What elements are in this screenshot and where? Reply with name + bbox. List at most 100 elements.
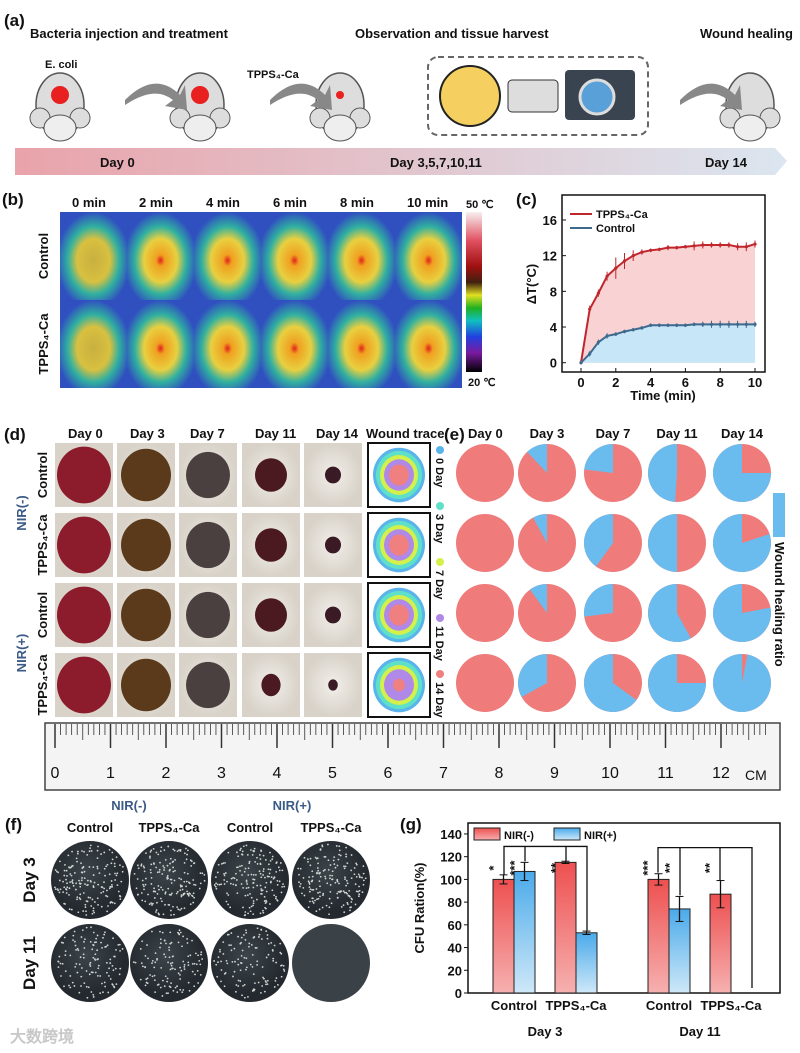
pie-healed-slice: [712, 654, 771, 712]
data-point: [657, 247, 661, 252]
bacterial-colony: [64, 903, 67, 905]
bacterial-colony: [193, 883, 195, 886]
bar-NIR(-): [554, 861, 577, 994]
bacterial-colony: [275, 862, 278, 865]
bacterial-colony: [252, 902, 255, 905]
bacterial-colony: [298, 873, 300, 876]
bacterial-colony: [156, 871, 159, 874]
bacterial-colony: [319, 891, 321, 894]
wound-area: [255, 598, 287, 632]
bacterial-colony: [55, 870, 58, 873]
bacterial-colony: [358, 875, 361, 878]
ruler-number: 8: [495, 765, 504, 782]
bacterial-colony: [106, 889, 108, 892]
bacterial-colony: [227, 851, 230, 854]
bacterial-colony: [252, 873, 255, 876]
bacterial-colony: [256, 960, 259, 963]
bacterial-colony: [170, 964, 173, 967]
bacterial-colony: [265, 881, 268, 884]
bacterial-colony: [75, 948, 77, 951]
bacterial-colony: [112, 937, 114, 940]
bacterial-colony: [243, 983, 246, 986]
bacterial-colony: [244, 911, 247, 913]
bacterial-colony: [119, 967, 122, 970]
bacterial-colony: [215, 963, 218, 966]
bacterial-colony: [333, 856, 336, 859]
bacterial-colony: [262, 874, 264, 876]
bacterial-colony: [148, 903, 151, 906]
thermal-time-label: 4 min: [206, 195, 240, 210]
bacterial-colony: [250, 849, 252, 851]
bacterial-colony: [80, 967, 83, 969]
bacterial-colony: [353, 873, 356, 876]
bacterial-colony: [325, 904, 328, 907]
bacterial-colony: [107, 975, 110, 977]
bacterial-colony: [196, 969, 199, 972]
bacterial-colony: [216, 975, 219, 978]
thermal-image: [261, 212, 328, 300]
bacterial-colony: [115, 983, 118, 986]
bacterial-colony: [109, 901, 112, 904]
bacterial-colony: [260, 876, 263, 879]
bacterial-colony: [159, 850, 162, 853]
thermal-time-label: 8 min: [340, 195, 374, 210]
bacterial-colony: [97, 845, 99, 848]
bacterial-colony: [151, 962, 153, 965]
wound-day-header: Day 7: [190, 426, 225, 441]
bacterial-colony: [74, 944, 77, 947]
bacterial-colony: [220, 883, 223, 886]
bacterial-colony: [111, 858, 114, 861]
bacterial-colony: [172, 989, 175, 992]
bacterial-colony: [139, 978, 142, 981]
y-axis-label: CFU Ration(%): [412, 863, 427, 954]
bacterial-colony: [168, 904, 171, 906]
wound-area: [186, 591, 230, 639]
bacterial-colony: [68, 893, 70, 896]
bacterial-colony: [241, 850, 244, 853]
bacterial-colony: [144, 955, 147, 957]
legend-label: TPPS₄-Ca: [596, 209, 649, 221]
bacterial-colony: [91, 948, 94, 951]
trace-legend-dot: [436, 614, 444, 622]
bacterial-colony: [217, 863, 220, 866]
bacterial-colony: [59, 888, 62, 891]
bacterial-colony: [245, 887, 248, 890]
bacterial-colony: [266, 979, 269, 982]
bacterial-colony: [247, 945, 250, 948]
bacterial-colony: [171, 961, 174, 964]
bacterial-colony: [258, 854, 261, 856]
pie-day-header: Day 11: [656, 426, 697, 441]
plate-row-label: Day 3: [20, 857, 39, 902]
wound-trace: [367, 512, 431, 578]
bacterial-colony: [58, 891, 61, 894]
bacterial-colony: [299, 867, 302, 870]
bacterial-colony: [344, 876, 346, 879]
bacterial-colony: [162, 865, 165, 867]
bacterial-colony: [271, 949, 274, 951]
bacterial-colony: [329, 884, 332, 886]
bacterial-colony: [79, 893, 82, 896]
ruler-number: 6: [384, 765, 393, 782]
bacterial-colony: [176, 890, 179, 893]
stage-healing-label: Wound healing: [700, 26, 793, 41]
bacterial-colony: [338, 849, 341, 852]
drug-label: TPPS₄-Ca: [247, 69, 300, 81]
trace-legend-label: 11 Day: [433, 626, 445, 662]
bacterial-colony: [164, 903, 166, 906]
bacterial-colony: [214, 876, 217, 879]
bacterial-colony: [107, 991, 110, 994]
bacterial-colony: [189, 859, 192, 862]
bacterial-colony: [193, 962, 196, 965]
x-tick-label: 10: [748, 375, 762, 390]
bacterial-colony: [249, 910, 252, 913]
bacterial-colony: [110, 862, 113, 865]
bacterial-colony: [257, 981, 260, 984]
bacterial-colony: [316, 898, 318, 901]
bacterial-colony: [54, 888, 57, 891]
bacterial-colony: [252, 878, 254, 881]
bacterial-colony: [262, 909, 264, 912]
bacterial-colony: [80, 985, 82, 987]
thermal-image: [328, 300, 395, 388]
x-axis-label: Time (min): [630, 388, 696, 403]
bacterial-colony: [180, 895, 183, 898]
